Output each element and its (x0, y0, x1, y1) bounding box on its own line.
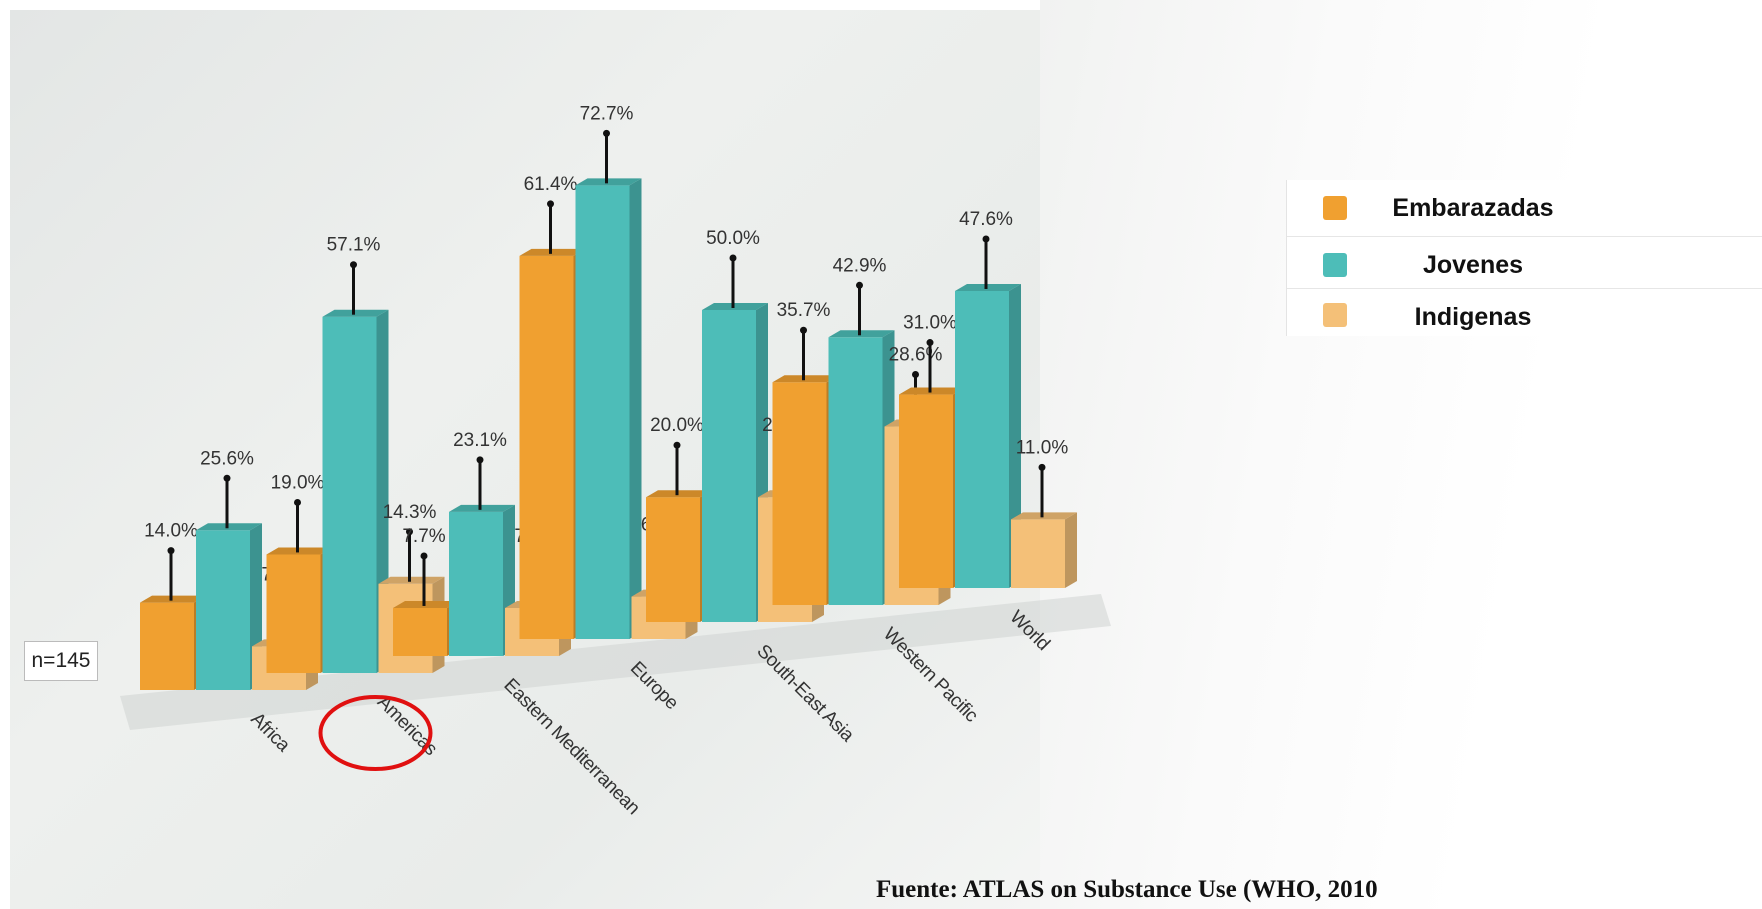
legend-item-embarazadas: Embarazadas (1287, 180, 1762, 236)
bar-top-europe-jovenes (575, 178, 642, 186)
value-label-world-embarazadas: 31.0% (903, 313, 957, 334)
error-cap-world-embarazadas (926, 339, 934, 347)
value-label-americas-embarazadas: 19.0% (271, 472, 325, 493)
legend-label-jovenes: Jovenes (1422, 250, 1524, 279)
value-label-south-east-asia-embarazadas: 20.0% (650, 415, 704, 436)
legend-label-embarazadas: Embarazadas (1392, 193, 1554, 222)
error-cap-africa-jovenes (223, 474, 231, 482)
value-label-world-indigenas: 11.0% (1016, 437, 1069, 458)
bar-top-africa-jovenes (196, 523, 262, 531)
bar-side-world-indigenas (1065, 512, 1077, 588)
error-cap-western-pacific-indigenas (912, 371, 919, 379)
error-cap-africa-embarazadas (167, 547, 175, 555)
error-cap-eastern-mediterranean-jovenes (476, 456, 484, 464)
value-label-europe-jovenes: 72.7% (580, 103, 634, 124)
legend-swatch-embarazadas (1323, 196, 1347, 220)
value-label-western-pacific-embarazadas: 35.7% (777, 300, 831, 321)
error-cap-americas-jovenes (350, 261, 357, 269)
value-label-africa-jovenes: 25.6% (200, 448, 254, 469)
bar-americas-embarazadas (266, 554, 321, 673)
legend-label-indigenas: Indigenas (1414, 302, 1532, 331)
value-label-eastern-mediterranean-embarazadas: 7.7% (402, 526, 445, 547)
source-caption: Fuente: ATLAS on Substance Use (WHO, 201… (876, 876, 1378, 903)
bar-top-western-pacific-embarazadas (772, 375, 839, 383)
bar-top-western-pacific-jovenes (828, 330, 895, 338)
legend-item-jovenes: Jovenes (1287, 236, 1762, 293)
value-label-europe-embarazadas: 61.4% (524, 174, 578, 195)
value-label-americas-indigenas: 14.3% (383, 502, 437, 523)
bar-top-eastern-mediterranean-jovenes (449, 504, 515, 512)
value-label-world-jovenes: 47.6% (959, 209, 1013, 230)
bar-top-world-embarazadas (899, 387, 965, 395)
bar-western-pacific-jovenes (828, 337, 883, 605)
value-label-western-pacific-indigenas: 28.6% (889, 345, 943, 366)
sample-size-note: n=145 (24, 641, 98, 681)
error-cap-americas-embarazadas (294, 498, 301, 506)
error-cap-europe-embarazadas (547, 200, 554, 208)
error-cap-western-pacific-jovenes (856, 281, 863, 289)
error-cap-south-east-asia-jovenes (729, 254, 737, 262)
highlight-circle-americas (318, 695, 433, 771)
bar-world-embarazadas (899, 394, 953, 588)
error-cap-world-jovenes (982, 235, 990, 243)
bar-world-indigenas (1011, 519, 1065, 588)
bar-south-east-asia-embarazadas (646, 497, 700, 622)
error-cap-eastern-mediterranean-embarazadas (420, 552, 428, 560)
error-cap-south-east-asia-embarazadas (673, 441, 681, 449)
value-label-south-east-asia-jovenes: 50.0% (706, 228, 760, 249)
value-label-western-pacific-jovenes: 42.9% (833, 255, 887, 276)
bar-eastern-mediterranean-embarazadas (393, 607, 447, 656)
error-cap-europe-jovenes (603, 129, 610, 137)
value-label-africa-embarazadas: 14.0% (144, 521, 198, 542)
background-decoration (1040, 0, 1762, 909)
legend-swatch-indigenas (1323, 303, 1347, 327)
error-cap-world-indigenas (1038, 463, 1046, 471)
legend-item-indigenas: Indigenas (1287, 288, 1762, 345)
legend: Embarazadas Jovenes Indigenas (1286, 180, 1762, 336)
error-cap-americas-indigenas (406, 528, 413, 536)
bar-top-americas-embarazadas (266, 547, 333, 555)
bar-top-world-indigenas (1011, 512, 1077, 520)
bar-europe-embarazadas (519, 255, 574, 639)
bar-top-africa-embarazadas (140, 595, 206, 603)
bar-side-world-jovenes (1009, 283, 1021, 588)
bar-south-east-asia-jovenes (702, 310, 756, 622)
bar-top-europe-embarazadas (519, 248, 586, 256)
legend-swatch-jovenes (1323, 253, 1347, 277)
bar-europe-jovenes (575, 185, 630, 640)
bar-top-south-east-asia-jovenes (702, 303, 768, 310)
error-cap-western-pacific-embarazadas (800, 326, 807, 334)
bar-top-eastern-mediterranean-embarazadas (393, 600, 459, 608)
bar-americas-jovenes (322, 316, 377, 673)
bar-africa-jovenes (196, 530, 250, 690)
bar-western-pacific-embarazadas (772, 382, 827, 605)
bar-top-americas-indigenas (378, 576, 445, 584)
value-label-eastern-mediterranean-jovenes: 23.1% (453, 430, 507, 451)
category-label-eastern-mediterranean: Eastern Mediterranean (499, 675, 643, 819)
bar-top-south-east-asia-embarazadas (646, 490, 712, 498)
bar-africa-embarazadas (140, 602, 194, 690)
bar-world-jovenes (955, 290, 1009, 588)
bar-side-europe-jovenes (629, 178, 642, 640)
category-label-africa: Africa (246, 709, 294, 757)
bar-top-americas-jovenes (322, 309, 389, 317)
bar-top-world-jovenes (955, 283, 1021, 291)
bar-eastern-mediterranean-jovenes (449, 511, 503, 656)
value-label-americas-jovenes: 57.1% (327, 235, 381, 256)
